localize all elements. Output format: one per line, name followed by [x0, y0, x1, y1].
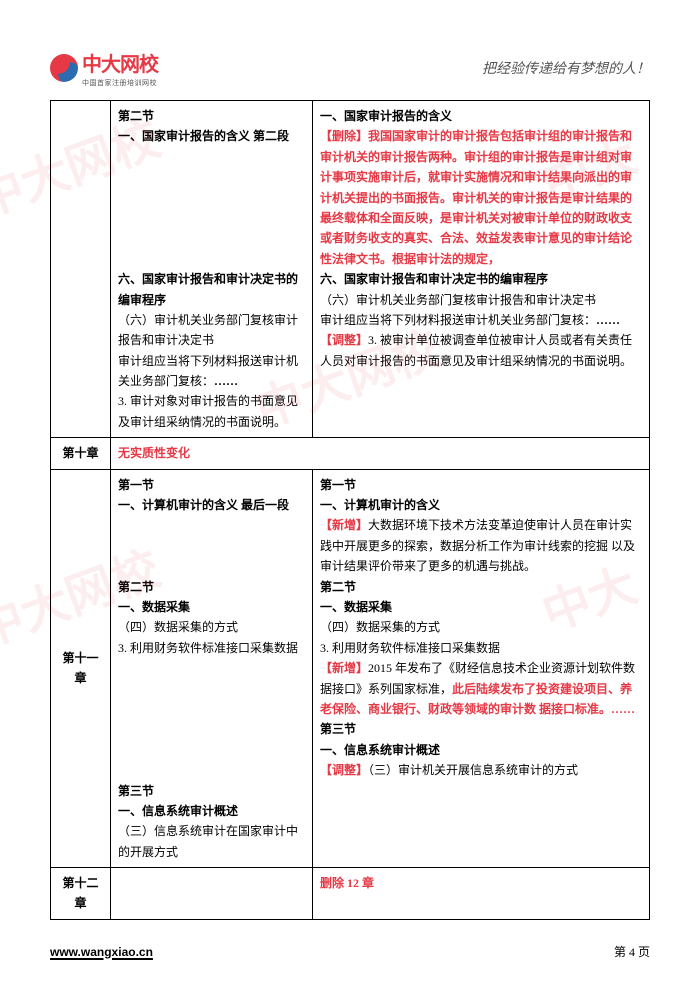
table-row: 第二节一、国家审计报告的含义 第二段六、国家审计报告和审计决定书的编审程序（六）… [51, 101, 650, 438]
chapter-cell: 第十二章 [51, 868, 111, 920]
chapter-cell [51, 101, 111, 438]
content-cell-left [111, 868, 313, 920]
page-number: 第 4 页 [614, 943, 650, 960]
content-cell-right: 删除 12 章 [313, 868, 650, 920]
content-cell-left: 第一节一、计算机审计的含义 最后一段第二节一、数据采集（四）数据采集的方式3. … [111, 469, 313, 867]
content-cell-left: 第二节一、国家审计报告的含义 第二段六、国家审计报告和审计决定书的编审程序（六）… [111, 101, 313, 438]
logo-text: 中大网校 [82, 48, 158, 77]
logo-subtitle: 中国首家注册培训网校 [82, 78, 158, 88]
slogan: 把经验传递给有梦想的人！ [482, 58, 650, 78]
logo-icon [50, 54, 78, 82]
chapter-cell: 第十一章 [51, 469, 111, 867]
chapter-cell: 第十章 [51, 438, 111, 469]
content-table: 第二节一、国家审计报告的含义 第二段六、国家审计报告和审计决定书的编审程序（六）… [50, 100, 650, 920]
logo: 中大网校 中国首家注册培训网校 [50, 48, 158, 88]
page-footer: www.wangxiao.cn 第 4 页 [50, 942, 650, 960]
table-row: 第十二章 删除 12 章 [51, 868, 650, 920]
table-row: 第十一章第一节一、计算机审计的含义 最后一段第二节一、数据采集（四）数据采集的方… [51, 469, 650, 867]
page-header: 中大网校 中国首家注册培训网校 把经验传递给有梦想的人！ [50, 48, 650, 88]
content-cell-right: 第一节一、计算机审计的含义【新增】大数据环境下技术方法变革迫使审计人员在审计实践… [313, 469, 650, 867]
content-cell-merged: 无实质性变化 [111, 438, 650, 469]
footer-url: www.wangxiao.cn [50, 945, 153, 959]
table-row: 第十章无实质性变化 [51, 438, 650, 469]
content-cell-right: 一、国家审计报告的含义【删除】我国国家审计的审计报告包括审计组的审计报告和审计机… [313, 101, 650, 438]
